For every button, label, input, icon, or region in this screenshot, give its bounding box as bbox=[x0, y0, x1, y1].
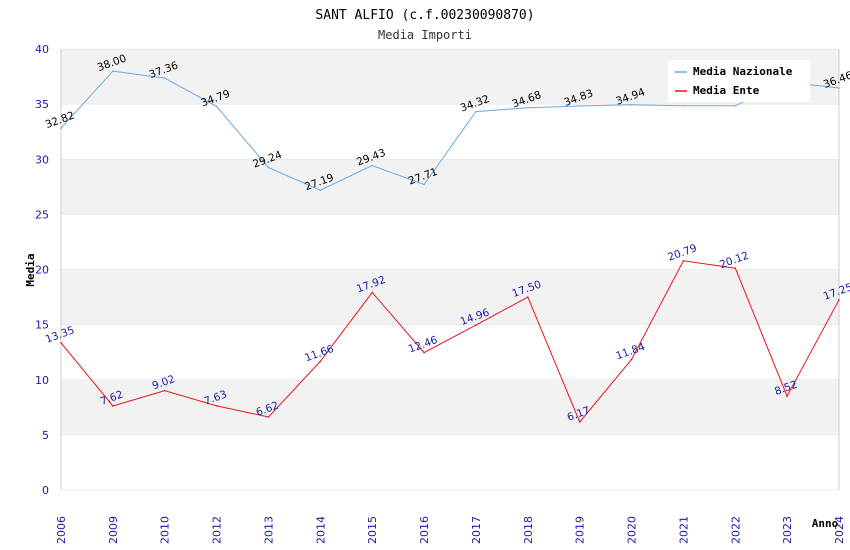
x-tick-label: 2016 bbox=[418, 516, 431, 544]
legend-box bbox=[668, 60, 810, 102]
legend-label-nazionale: Media Nazionale bbox=[693, 65, 793, 78]
y-axis-ticks: 0 5 10 15 20 25 30 35 40 bbox=[35, 43, 49, 497]
data-point-nazionale bbox=[215, 105, 218, 108]
x-tick-label: 2009 bbox=[107, 516, 120, 544]
plot-band bbox=[61, 159, 839, 215]
plot-band bbox=[61, 214, 839, 270]
data-point-nazionale bbox=[682, 104, 685, 107]
data-point-ente bbox=[319, 360, 322, 363]
data-point-nazionale bbox=[112, 70, 114, 72]
data-point-ente bbox=[371, 291, 374, 294]
data-point-nazionale bbox=[423, 183, 425, 186]
plot-band bbox=[61, 324, 839, 380]
y-tick-label: 25 bbox=[35, 208, 49, 221]
data-point-ente bbox=[578, 421, 581, 423]
x-tick-label: 2010 bbox=[159, 516, 172, 544]
x-axis-label: Anno bbox=[812, 517, 839, 530]
x-tick-label: 2013 bbox=[262, 516, 275, 544]
series-lines bbox=[60, 70, 840, 423]
plot-band bbox=[61, 379, 839, 435]
x-tick-label: 2015 bbox=[366, 516, 379, 544]
data-point-ente bbox=[60, 342, 62, 344]
data-point-ente bbox=[630, 358, 633, 361]
x-tick-label: 2019 bbox=[574, 516, 587, 544]
data-point-nazionale bbox=[578, 105, 581, 107]
data-point-nazionale bbox=[267, 166, 270, 169]
x-tick-label: 2024 bbox=[833, 516, 846, 544]
data-point-nazionale bbox=[527, 106, 529, 109]
data-point-nazionale bbox=[838, 87, 840, 89]
chart-subtitle: Media Importi bbox=[378, 28, 472, 42]
data-point-nazionale bbox=[163, 77, 166, 79]
plot-band bbox=[61, 434, 839, 490]
plot-band bbox=[61, 269, 839, 325]
data-point-ente bbox=[527, 296, 529, 298]
x-tick-label: 2006 bbox=[55, 516, 68, 544]
x-tick-label: 2018 bbox=[522, 516, 535, 544]
data-point-nazionale bbox=[319, 189, 322, 192]
y-tick-label: 30 bbox=[35, 153, 49, 166]
legend-label-ente: Media Ente bbox=[693, 84, 760, 97]
x-tick-label: 2020 bbox=[626, 516, 639, 544]
series-line-nazionale bbox=[60, 70, 840, 191]
x-tick-label: 2023 bbox=[781, 516, 794, 544]
series-line-ente bbox=[60, 260, 840, 423]
x-axis-ticks: 2006 2009 2010 2012 2013 2014 2015 2016 2017 2018… bbox=[55, 516, 846, 544]
data-point-ente bbox=[163, 389, 166, 392]
data-point-ente bbox=[786, 395, 788, 397]
plot-background bbox=[60, 48, 840, 491]
y-tick-label: 20 bbox=[35, 264, 49, 277]
legend: Media Nazionale Media Ente bbox=[668, 60, 810, 102]
y-tick-label: 0 bbox=[42, 484, 49, 497]
y-tick-label: 35 bbox=[35, 98, 49, 111]
y-tick-label: 5 bbox=[42, 429, 49, 442]
plot-band bbox=[61, 104, 839, 160]
chart-title: SANT ALFIO (c.f.00230090870) bbox=[315, 8, 534, 23]
x-tick-label: 2021 bbox=[677, 516, 690, 544]
data-point-ente bbox=[215, 405, 218, 407]
data-point-nazionale bbox=[60, 127, 62, 129]
data-point-ente bbox=[112, 405, 114, 407]
x-tick-label: 2017 bbox=[470, 516, 483, 544]
y-tick-label: 15 bbox=[35, 319, 49, 332]
y-tick-label: 40 bbox=[35, 43, 49, 56]
data-point-nazionale bbox=[630, 103, 633, 106]
data-point-ente bbox=[267, 416, 270, 418]
x-tick-label: 2014 bbox=[314, 516, 327, 544]
data-point-ente bbox=[682, 259, 685, 262]
data-point-nazionale bbox=[475, 110, 477, 113]
x-tick-label: 2012 bbox=[211, 516, 224, 544]
data-point-ente bbox=[423, 351, 425, 354]
data-point-ente bbox=[734, 267, 737, 269]
x-tick-label: 2022 bbox=[729, 516, 742, 544]
data-point-nazionale bbox=[371, 164, 374, 167]
data-point-ente bbox=[475, 324, 477, 326]
y-axis-label: Media bbox=[24, 253, 37, 286]
y-tick-label: 10 bbox=[35, 374, 49, 387]
data-point-ente bbox=[838, 299, 840, 301]
data-point-nazionale bbox=[734, 104, 737, 107]
